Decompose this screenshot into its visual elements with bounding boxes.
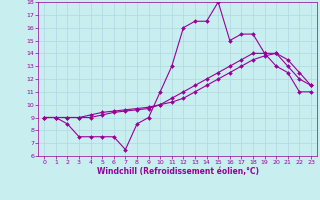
X-axis label: Windchill (Refroidissement éolien,°C): Windchill (Refroidissement éolien,°C) (97, 167, 259, 176)
